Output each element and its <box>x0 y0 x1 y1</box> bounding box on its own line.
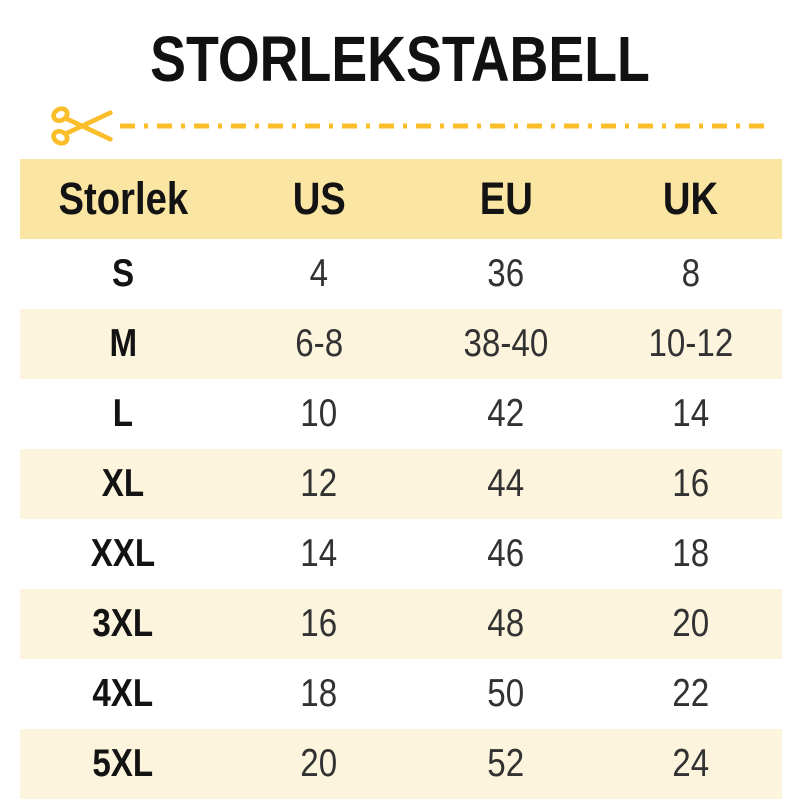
table-row-s: S 4 36 8 <box>20 239 782 310</box>
cut-line <box>50 103 770 149</box>
size-chart-page: STORLEKSTABELL Storlek US EU UK S 4 36 8 <box>0 23 800 800</box>
cell-eu: 48 <box>487 602 525 646</box>
cell-size: 4XL <box>92 672 154 716</box>
cell-eu: 50 <box>487 672 525 716</box>
cell-uk: 10-12 <box>648 322 733 366</box>
cell-size: M <box>109 322 137 366</box>
cut-dashed-line <box>120 123 770 129</box>
cell-uk: 8 <box>681 252 700 296</box>
header-cell-uk: UK <box>662 173 719 225</box>
table-row-xl: XL 12 44 16 <box>20 449 782 520</box>
cell-eu: 38-40 <box>463 322 549 366</box>
cell-size: XXL <box>90 532 156 576</box>
table-header-row: Storlek US EU UK <box>20 159 782 240</box>
page-title: STORLEKSTABELL <box>150 23 650 95</box>
cell-size: 3XL <box>92 602 154 646</box>
cell-eu: 42 <box>487 392 525 436</box>
header-cell-us: US <box>292 173 346 225</box>
header-cell-storlek: Storlek <box>58 173 188 225</box>
cell-uk: 20 <box>672 602 709 646</box>
table-row-xxl: XXL 14 46 18 <box>20 519 782 590</box>
cell-us: 16 <box>300 602 338 646</box>
cell-us: 20 <box>300 742 338 786</box>
table-row-4xl: 4XL 18 50 22 <box>20 659 782 730</box>
table-row-3xl: 3XL 16 48 20 <box>20 589 782 660</box>
table-row-m: M 6-8 38-40 10-12 <box>20 309 782 380</box>
cell-size: S <box>111 252 134 296</box>
cell-us: 4 <box>309 252 329 296</box>
table-row-5xl: 5XL 20 52 24 <box>20 729 782 800</box>
scissors-icon <box>51 106 113 146</box>
size-table: Storlek US EU UK S 4 36 8 M 6-8 38-40 10… <box>20 159 782 800</box>
cell-us: 14 <box>300 532 338 576</box>
table-row-l: L 10 42 14 <box>20 379 782 450</box>
cell-uk: 16 <box>672 462 709 506</box>
cell-size: 5XL <box>92 742 154 786</box>
cell-eu: 46 <box>487 532 525 576</box>
cell-uk: 14 <box>672 392 709 436</box>
cell-us: 12 <box>300 462 338 506</box>
cell-size: L <box>112 392 133 436</box>
cell-us: 6-8 <box>295 322 344 366</box>
cell-uk: 24 <box>672 742 709 786</box>
cell-uk: 22 <box>672 672 709 716</box>
cell-eu: 44 <box>487 462 525 506</box>
cell-size: XL <box>101 462 145 506</box>
cell-us: 18 <box>300 672 338 716</box>
cell-us: 10 <box>300 392 338 436</box>
cell-eu: 52 <box>487 742 525 786</box>
cell-uk: 18 <box>672 532 709 576</box>
header-cell-eu: EU <box>479 173 533 225</box>
cell-eu: 36 <box>487 252 525 296</box>
